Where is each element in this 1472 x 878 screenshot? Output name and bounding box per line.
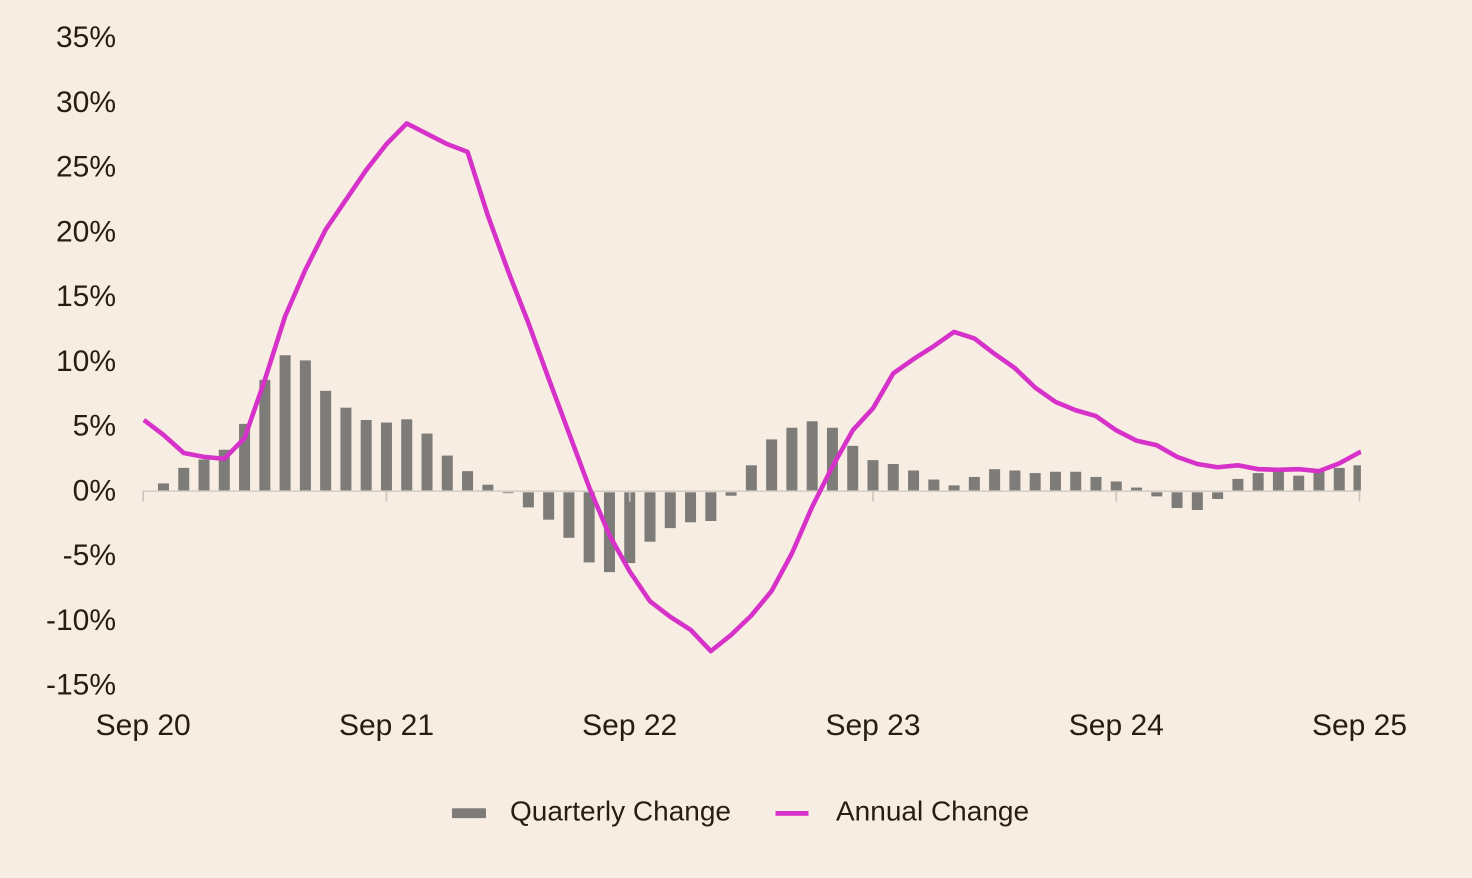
svg-text:Sep 22: Sep 22 — [582, 709, 677, 742]
svg-text:20%: 20% — [56, 215, 116, 248]
svg-text:25%: 25% — [56, 151, 116, 184]
svg-text:Sep 24: Sep 24 — [1069, 709, 1164, 742]
svg-text:35%: 35% — [56, 21, 116, 54]
svg-text:Sep 20: Sep 20 — [96, 709, 191, 742]
svg-text:Sep 25: Sep 25 — [1312, 709, 1407, 742]
svg-text:Quarterly Change: Quarterly Change — [510, 796, 731, 827]
svg-text:Sep 21: Sep 21 — [339, 709, 434, 742]
svg-text:-15%: -15% — [46, 669, 116, 702]
svg-text:Annual Change: Annual Change — [836, 796, 1029, 827]
svg-text:Sep 23: Sep 23 — [825, 709, 920, 742]
svg-text:-5%: -5% — [63, 539, 116, 572]
svg-text:5%: 5% — [73, 410, 116, 443]
svg-text:10%: 10% — [56, 345, 116, 378]
svg-text:-10%: -10% — [46, 604, 116, 637]
svg-text:15%: 15% — [56, 280, 116, 313]
svg-text:30%: 30% — [56, 86, 116, 119]
svg-text:0%: 0% — [73, 474, 116, 507]
